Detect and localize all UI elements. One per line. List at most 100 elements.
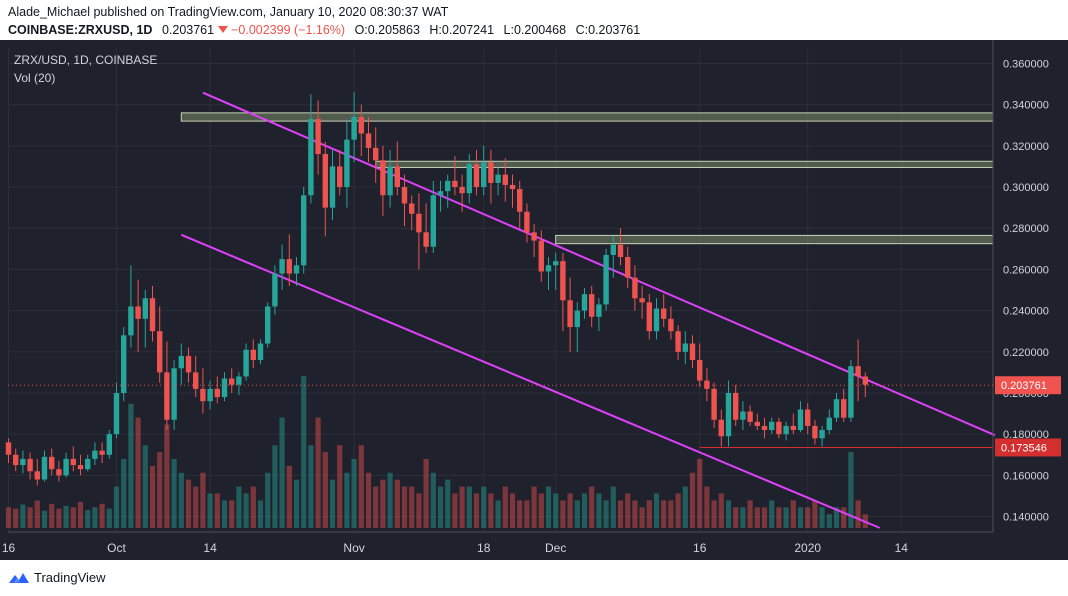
tradingview-logo-icon[interactable] — [8, 570, 30, 586]
volume-bar — [833, 507, 840, 528]
volume-bar — [178, 472, 184, 528]
volume-bar — [135, 417, 141, 528]
volume-bar — [567, 493, 573, 528]
candle-body — [149, 298, 156, 332]
volume-bar — [257, 500, 264, 528]
candle-body — [841, 399, 847, 418]
volume-bar — [56, 508, 62, 528]
tradingview-brand[interactable]: TradingView — [34, 570, 106, 585]
x-tick-label: 14 — [895, 541, 909, 555]
volume-bar — [473, 493, 480, 528]
candle-body — [855, 366, 861, 377]
volume-bar — [380, 479, 386, 528]
candle-body — [113, 392, 120, 435]
resistance-zone — [555, 234, 994, 245]
current-price-marker — [995, 376, 1061, 395]
volume-bar — [769, 500, 775, 528]
x-tick-label: 2020 — [794, 541, 821, 555]
volume-bar — [819, 507, 825, 528]
volume-bar — [668, 500, 674, 528]
volume-bar — [34, 500, 40, 528]
volume-bars — [5, 376, 868, 528]
volume-bar — [711, 500, 717, 528]
candle-body — [697, 360, 703, 381]
candle-body — [27, 458, 33, 472]
volume-bar — [221, 500, 228, 528]
axes: 0.360000 0.340000 0.320000 0.300000 0.280000… — [2, 40, 1049, 555]
candle-body — [394, 166, 400, 188]
volume-bar — [675, 493, 681, 528]
candle-body — [459, 187, 465, 194]
candle-body — [401, 187, 408, 204]
candle-body — [754, 421, 760, 426]
candle-body — [517, 189, 523, 212]
candle-body — [495, 174, 501, 183]
volume-bar — [805, 507, 811, 528]
volume-bar — [337, 445, 343, 528]
volume-bar — [315, 417, 321, 528]
volume-bar — [617, 500, 624, 528]
ohlc-info: COINBASE:ZRXUSD, 1D 0.203761 −0.002399 (−… — [8, 23, 640, 37]
volume-bar — [214, 493, 220, 528]
candle-body — [545, 265, 552, 272]
candle-body — [833, 399, 840, 418]
volume-bar — [841, 507, 847, 528]
volume-bar — [610, 486, 616, 528]
candle-body — [265, 306, 271, 344]
chart-title: ZRX/USD, 1D, COINBASE — [14, 53, 157, 67]
y-tick-label: 0.260000 — [1003, 264, 1049, 276]
candle-body — [589, 294, 595, 317]
volume-bar — [250, 486, 256, 528]
candle-body — [106, 434, 112, 455]
candle-body — [20, 458, 26, 466]
candle-body — [5, 442, 12, 455]
candle-body — [279, 259, 285, 274]
y-tick-label: 0.320000 — [1003, 141, 1049, 153]
plot-area[interactable] — [8, 48, 993, 532]
volume-bar — [790, 500, 796, 528]
candle-body — [862, 376, 868, 385]
volume-bar — [553, 493, 559, 528]
y-tick-label: 0.140000 — [1003, 512, 1049, 524]
candle-body — [135, 306, 141, 319]
volume-bar — [351, 459, 357, 528]
candle-body — [531, 232, 537, 241]
candle-body — [92, 450, 98, 459]
candle-body — [740, 411, 746, 420]
candle-body — [229, 378, 235, 385]
candle-body — [171, 368, 177, 420]
candle-body — [639, 298, 645, 303]
candle-body — [805, 409, 811, 426]
candle-body — [682, 343, 688, 352]
y-tick-label: 0.180000 — [1003, 429, 1049, 441]
candle-body — [322, 154, 328, 208]
chart-header: Alade_Michael published on TradingView.c… — [0, 0, 1068, 40]
volume-bar — [344, 472, 350, 528]
volume-bar — [718, 493, 724, 528]
volume-bar — [603, 500, 609, 528]
volume-bar — [646, 500, 652, 528]
volume-bar — [322, 452, 328, 528]
candle-body — [488, 162, 494, 183]
candle-body — [502, 174, 508, 185]
volume-bar — [13, 508, 19, 528]
volume-bar — [63, 505, 69, 528]
y-tick-label: 0.220000 — [1003, 347, 1049, 359]
candle-body — [344, 139, 350, 188]
y-tick-label: 0.340000 — [1003, 100, 1049, 112]
volume-bar — [740, 507, 746, 528]
price-chart[interactable]: 0.360000 0.340000 0.320000 0.300000 0.280000… — [0, 40, 1068, 560]
volume-bar — [754, 507, 760, 528]
candle-body — [207, 388, 213, 402]
volume-bar — [329, 479, 336, 528]
volume-bar — [41, 510, 48, 528]
x-tick-label: 18 — [477, 541, 491, 555]
candle-body — [560, 261, 566, 301]
candle-body — [689, 343, 696, 361]
volume-bar — [279, 417, 285, 528]
candle-body — [430, 195, 436, 247]
candle-body — [85, 458, 91, 470]
y-tick-label: 0.160000 — [1003, 470, 1049, 482]
volume-bar — [437, 486, 444, 528]
candle-body — [128, 306, 134, 336]
